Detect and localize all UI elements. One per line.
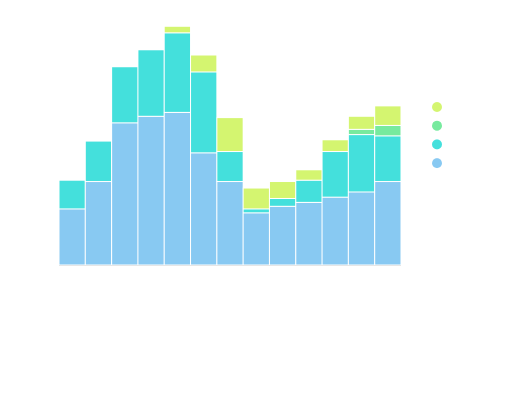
bar-segment-s2-1 <box>58 179 86 210</box>
legend-swatch-s2 <box>432 139 442 150</box>
legend <box>432 102 442 169</box>
bar-segment-s4-13 <box>374 105 402 126</box>
bar-segment-s2-6 <box>190 71 218 154</box>
legend-swatch-s4 <box>432 102 442 112</box>
bar-segment-s4-10 <box>295 169 323 181</box>
legend-swatch-s1 <box>432 158 442 169</box>
bars-group <box>58 25 402 266</box>
bar-segment-s2-13 <box>374 135 402 183</box>
bar-segment-s4-5 <box>163 25 192 34</box>
bar-segment-s2-5 <box>163 32 192 113</box>
bar-segment-s2-10 <box>295 179 323 203</box>
bar-segment-s3-12 <box>347 128 376 136</box>
bar-segment-s1-3 <box>111 122 139 266</box>
bar-segment-s4-9 <box>268 181 297 199</box>
bar-segment-s2-7 <box>216 151 244 183</box>
legend-swatch-s3 <box>432 120 442 131</box>
bar-segment-s1-13 <box>374 181 402 266</box>
bar-segment-s4-6 <box>190 54 218 73</box>
bar-segment-s2-4 <box>137 49 165 117</box>
bar-segment-s1-6 <box>190 152 218 266</box>
bar-segment-s4-7 <box>216 117 244 153</box>
bar-segment-s1-8 <box>242 212 270 266</box>
bar-segment-s2-2 <box>84 140 113 183</box>
bar-segment-s4-12 <box>347 115 376 130</box>
bar-segment-s2-3 <box>111 66 139 124</box>
bar-segment-s4-8 <box>242 187 270 210</box>
bar-segment-s2-9 <box>268 197 297 207</box>
bar-segment-s2-11 <box>321 151 349 198</box>
bar-segment-s1-10 <box>295 201 323 266</box>
bar-segment-s2-8 <box>242 208 270 214</box>
bar-segment-s3-13 <box>374 124 402 137</box>
bar-segment-s1-7 <box>216 181 244 266</box>
bar-segment-s4-11 <box>321 139 349 153</box>
bar-segment-s1-9 <box>268 205 297 266</box>
bar-segment-s1-4 <box>137 115 165 266</box>
bar-segment-s2-12 <box>347 134 376 193</box>
bar-segment-s1-12 <box>347 191 376 266</box>
bar-segment-s1-1 <box>58 208 86 266</box>
bar-segment-s1-5 <box>163 111 192 266</box>
bar-segment-s1-11 <box>321 196 349 266</box>
bar-segment-s1-2 <box>84 181 113 266</box>
